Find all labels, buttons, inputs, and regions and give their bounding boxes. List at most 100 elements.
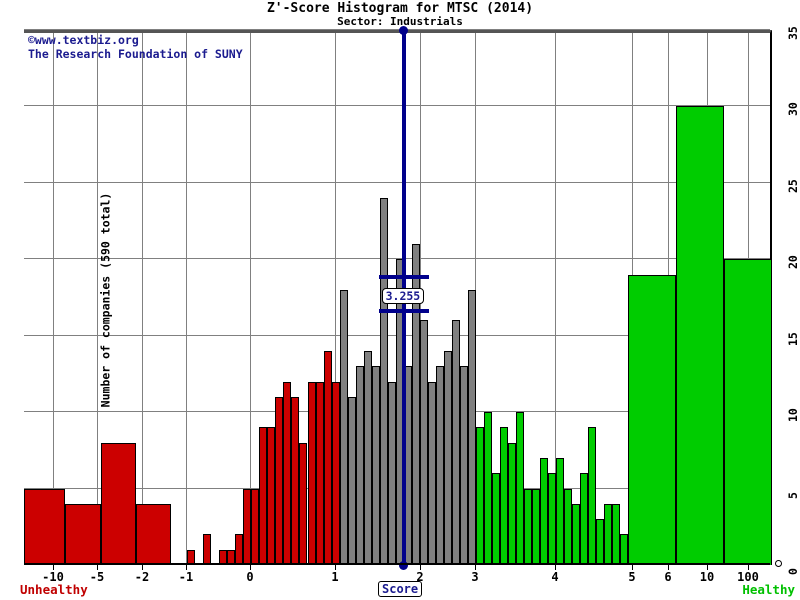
marker-dot <box>399 25 409 35</box>
gridline-horizontal <box>24 258 770 260</box>
histogram-bar <box>219 549 228 565</box>
x-tick-mark <box>555 565 556 570</box>
y-tick-label: 35 <box>786 26 800 40</box>
x-tick-label: -5 <box>89 570 105 584</box>
x-tick-mark <box>668 565 669 570</box>
healthy-label: Healthy <box>742 582 795 597</box>
chart-title: Z'-Score Histogram for MTSC (2014) <box>266 1 534 16</box>
histogram-bar <box>379 198 388 565</box>
histogram-bar <box>100 442 137 565</box>
y-tick-label: 10 <box>786 408 800 423</box>
histogram-bar <box>627 274 676 565</box>
marker-bracket <box>378 308 429 313</box>
axis-baseline <box>24 563 770 565</box>
histogram-bar <box>387 381 396 565</box>
histogram-bar <box>323 351 332 565</box>
histogram-bar <box>235 534 244 565</box>
plot-inner: 3.255 <box>24 25 772 570</box>
histogram-bar <box>539 458 548 565</box>
y-tick-label: 20 <box>786 255 800 270</box>
histogram-bar <box>483 412 492 565</box>
x-tick-label: -1 <box>178 570 194 584</box>
histogram-bar <box>427 381 436 565</box>
x-tick-mark <box>707 565 708 570</box>
histogram-bar <box>563 488 572 565</box>
y-tick-label: 25 <box>786 178 800 193</box>
gridline-vertical <box>97 33 98 565</box>
histogram-bar <box>451 320 460 565</box>
histogram-bar <box>371 366 380 565</box>
x-tick-label: 10 <box>699 570 715 584</box>
histogram-bar <box>443 351 452 565</box>
x-tick-mark <box>53 565 54 570</box>
histogram-bar <box>275 396 284 565</box>
y-tick-label: 15 <box>786 331 800 346</box>
y-tick-label: 0 <box>786 568 800 575</box>
histogram-bar <box>507 442 516 565</box>
gridline-vertical <box>335 33 336 565</box>
histogram-bar <box>251 488 260 565</box>
histogram-bar <box>475 427 484 565</box>
gridline-vertical <box>555 33 556 565</box>
y-tick-label: 30 <box>786 102 800 117</box>
histogram-bar <box>555 458 564 565</box>
histogram-bar <box>595 519 604 565</box>
x-tick-label: -2 <box>134 570 150 584</box>
histogram-bar <box>571 503 580 565</box>
x-tick-mark <box>335 565 336 570</box>
histogram-bar <box>315 381 324 565</box>
histogram-bar <box>243 488 252 565</box>
histogram-bar <box>603 503 612 565</box>
histogram-bar <box>339 289 348 565</box>
histogram-bar <box>523 488 532 565</box>
histogram-bar <box>227 549 236 565</box>
histogram-bar <box>547 473 556 565</box>
histogram-bar <box>675 106 724 565</box>
x-tick-mark <box>632 565 633 570</box>
histogram-bar <box>579 473 588 565</box>
y-tick-label: 5 <box>786 491 800 499</box>
gridline-vertical <box>53 33 54 565</box>
marker-dot <box>399 560 409 570</box>
x-axis-title: Score <box>378 581 423 597</box>
histogram-bar <box>411 244 420 565</box>
x-tick-mark <box>250 565 251 570</box>
histogram-bar <box>515 412 524 565</box>
histogram-bar <box>435 366 444 565</box>
histogram-bar <box>611 503 620 565</box>
gridline-horizontal <box>24 181 770 183</box>
gridline-vertical <box>250 33 251 565</box>
x-tick-mark <box>97 565 98 570</box>
x-tick-mark <box>475 565 476 570</box>
histogram-bar <box>587 427 596 565</box>
x-tick-label: 6 <box>664 570 672 584</box>
gridline-horizontal <box>24 29 770 30</box>
histogram-bar <box>136 503 172 565</box>
marker-bracket <box>378 275 429 280</box>
histogram-bar <box>299 442 308 565</box>
x-tick-label: 3 <box>471 570 479 584</box>
x-tick-label: -10 <box>42 570 64 584</box>
histogram-bar <box>203 534 212 565</box>
histogram-bar <box>259 427 268 565</box>
x-tick-label: 100 <box>737 570 759 584</box>
histogram-bar <box>307 381 316 565</box>
x-tick-mark <box>748 565 749 570</box>
histogram-bar <box>419 320 428 565</box>
histogram-bar <box>619 534 628 565</box>
x-tick-mark <box>142 565 143 570</box>
histogram-bar <box>491 473 500 565</box>
histogram-bar <box>723 259 772 565</box>
histogram-bar <box>531 488 540 565</box>
plot-area: 3.255 <box>24 25 772 570</box>
histogram-bar <box>347 396 356 565</box>
x-tick-label: 1 <box>331 570 339 584</box>
gridline-vertical <box>186 33 187 565</box>
marker-value-label: 3.255 <box>381 287 425 304</box>
chart-subtitle: Sector: Industrials <box>337 15 463 28</box>
histogram-bar <box>283 381 292 565</box>
axis-end-circle-icon <box>775 560 782 567</box>
y-axis-title: Number of companies (590 total) <box>98 192 113 408</box>
histogram-bar <box>459 366 468 565</box>
histogram-bar <box>331 381 340 565</box>
